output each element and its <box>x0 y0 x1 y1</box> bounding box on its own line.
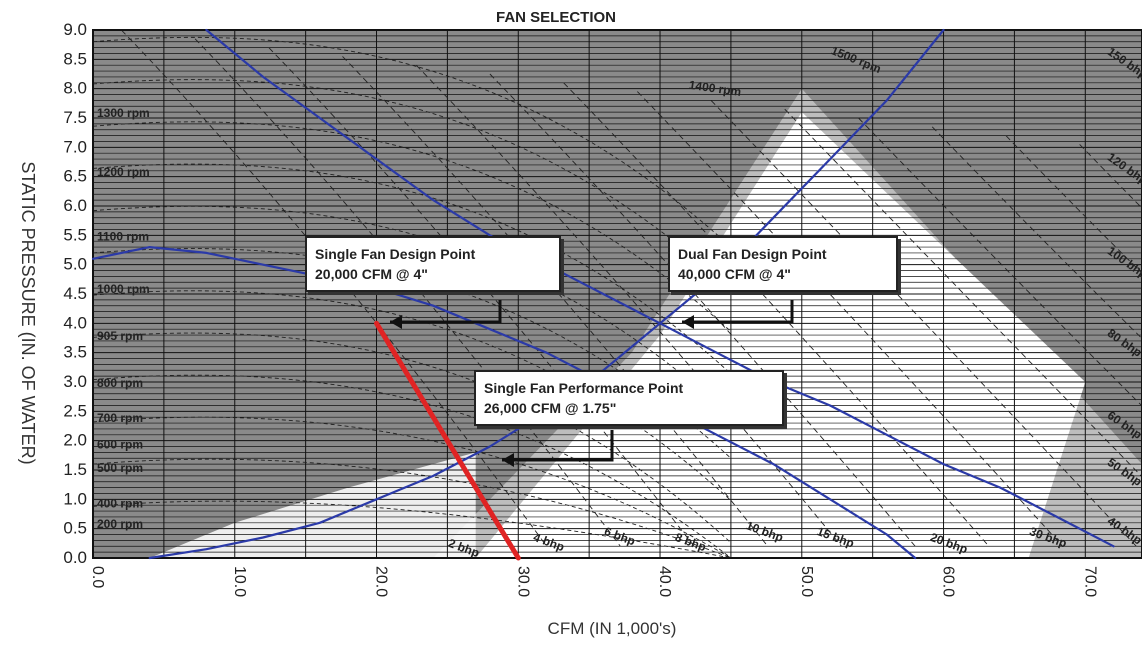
annotation-line: Dual Fan Design Point <box>678 246 827 262</box>
y-tick-label: 7.5 <box>63 108 87 127</box>
rpm-curve <box>92 121 732 332</box>
bhp-curve <box>931 126 1142 340</box>
y-tick-label: 0.0 <box>63 548 87 567</box>
y-tick-label: 1.0 <box>63 489 87 508</box>
rpm-curve <box>92 36 732 248</box>
y-tick-label: 0.5 <box>63 519 87 538</box>
annotation-line: 40,000 CFM @ 4" <box>678 266 791 282</box>
y-tick-label: 4.5 <box>63 284 87 303</box>
x-tick-label: 10.0 <box>231 566 248 597</box>
callout-arrow <box>682 300 794 324</box>
arrow-head <box>390 315 402 329</box>
rpm-label: 200 rpm <box>97 517 143 531</box>
rpm-label: 600 rpm <box>97 438 143 452</box>
rpm-label: 1100 rpm <box>97 229 149 243</box>
rpm-label: 700 rpm <box>97 411 143 425</box>
bhp-curve <box>1079 144 1142 209</box>
rpm-curve <box>92 290 732 501</box>
y-tick-label: 7.0 <box>63 137 87 156</box>
annotation-line: Single Fan Performance Point <box>484 380 684 396</box>
y-tick-label: 3.5 <box>63 343 87 362</box>
y-tick-label: 9.0 <box>63 20 87 39</box>
rpm-label: 500 rpm <box>97 461 143 475</box>
rpm-label: 1300 rpm <box>97 106 150 120</box>
bhp-curve <box>268 47 695 547</box>
x-tick-label: 60.0 <box>940 566 957 597</box>
arrow-head <box>682 315 694 329</box>
y-tick-label: 8.0 <box>63 79 87 98</box>
y-tick-label: 5.5 <box>63 225 87 244</box>
y-tick-label: 6.0 <box>63 196 87 215</box>
x-tick-label: 40.0 <box>656 566 673 597</box>
rpm-curve <box>92 332 732 544</box>
plot-area: 0.0 0.5 1.0 1.5 2.0 2.5 3.0 3.5 4.0 4.5 5.0 5.5 6.0 6… <box>63 20 1142 597</box>
x-tick-label: 20.0 <box>373 566 390 597</box>
bhp-curve <box>194 38 621 547</box>
rpm-curve <box>92 374 732 559</box>
y-axis-label: STATIC PRESSURE (IN. OF WATER) <box>18 161 38 464</box>
bhp-curve <box>121 29 547 547</box>
y-tick-label: 1.5 <box>63 460 87 479</box>
x-tick-label: 0.0 <box>89 566 106 588</box>
system-curve-1 <box>91 246 917 560</box>
y-tick-label: 4.0 <box>63 313 87 332</box>
rpm-label: 1200 rpm <box>97 165 150 179</box>
chart-title: FAN SELECTION <box>496 9 616 26</box>
y-tick-label: 8.5 <box>63 49 87 68</box>
rpm-curve <box>92 416 732 559</box>
y-tick-label: 2.0 <box>63 431 87 450</box>
bhp-curve <box>563 82 990 547</box>
x-axis-label: CFM (IN 1,000's) <box>548 619 677 638</box>
annotation-dual-fan-design: Dual Fan Design Point 40,000 CFM @ 4" <box>668 236 898 292</box>
rpm-curve <box>92 79 732 290</box>
bhp-curve <box>858 117 1142 407</box>
fan-performance-line <box>374 320 521 561</box>
annotation-single-fan-design: Single Fan Design Point 20,000 CFM @ 4" <box>305 236 561 292</box>
rpm-curve <box>92 205 732 417</box>
rpm-label: 400 rpm <box>97 496 143 510</box>
bhp-curve <box>1005 135 1142 274</box>
annotation-line: Single Fan Design Point <box>315 246 476 262</box>
y-tick-label: 6.5 <box>63 167 87 186</box>
annotation-line: 20,000 CFM @ 4" <box>315 266 428 282</box>
bhp-curve <box>710 100 1137 547</box>
annotation-line: 26,000 CFM @ 1.75" <box>484 400 617 416</box>
callout-arrow <box>390 300 502 324</box>
x-tick-label: 30.0 <box>514 566 531 597</box>
y-tick-label: 2.5 <box>63 401 87 420</box>
bhp-curve <box>637 91 1063 547</box>
y-tick-label: 3.0 <box>63 372 87 391</box>
bhp-curve <box>784 108 1142 478</box>
rpm-label: 905 rpm <box>97 329 143 343</box>
arrow-head <box>502 453 514 467</box>
rpm-label: 1000 rpm <box>97 282 150 296</box>
x-tick-label: 70.0 <box>1081 566 1098 597</box>
rpm-curve <box>92 163 732 375</box>
rpm-label: 800 rpm <box>97 376 143 390</box>
y-tick-label: 5.0 <box>63 255 87 274</box>
plot-border <box>92 29 1142 559</box>
annotation-single-fan-performance: Single Fan Performance Point 26,000 CFM … <box>474 370 784 426</box>
rpm-curve <box>92 458 732 559</box>
callout-arrow <box>502 430 614 462</box>
x-tick-label: 50.0 <box>798 566 815 597</box>
